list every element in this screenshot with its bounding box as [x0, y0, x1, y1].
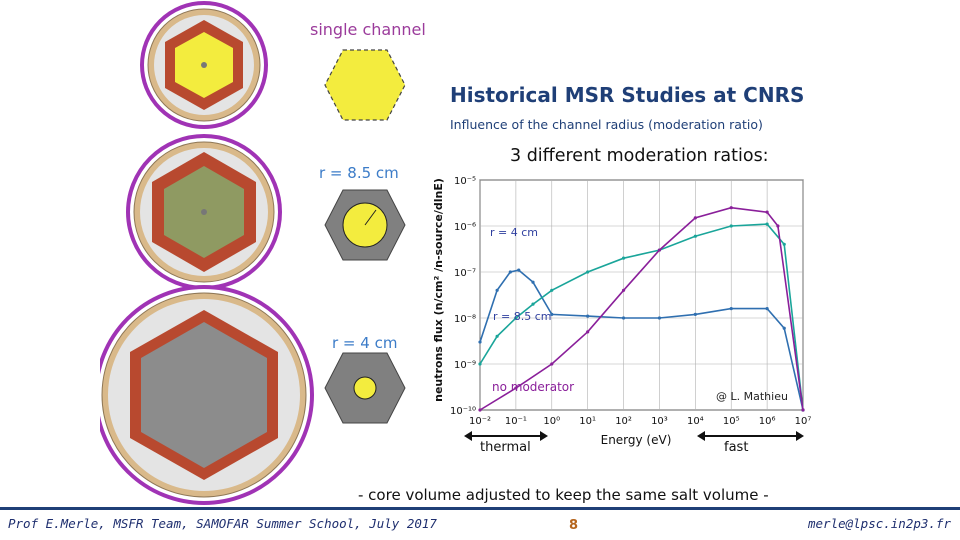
range-arrows — [464, 431, 804, 441]
series-point — [478, 362, 482, 366]
series-point — [550, 362, 554, 366]
x-tick-label: 10⁰ — [543, 416, 560, 427]
x-tick-label: 10⁵ — [723, 416, 740, 427]
series-point — [621, 288, 626, 292]
footer-divider — [0, 507, 960, 510]
core-cross-sections — [100, 1, 314, 505]
series-point — [765, 222, 769, 226]
annotation-no-moderator: no moderator — [492, 380, 574, 394]
channel-cells — [324, 49, 406, 424]
series-point — [550, 312, 554, 316]
x-tick-label: 10⁶ — [759, 416, 776, 427]
series-point — [693, 216, 697, 220]
annotation-r-4: r = 4 cm — [490, 226, 538, 239]
series-point — [514, 316, 518, 320]
series-point — [729, 307, 733, 311]
series-point — [776, 224, 780, 228]
y-tick-label: 10⁻⁵ — [454, 176, 476, 187]
series-point — [508, 270, 512, 274]
x-tick-label: 10³ — [651, 416, 668, 427]
cell-single-channel — [324, 49, 406, 121]
core-r-8-5-cm — [126, 134, 282, 290]
cell-r-4-cm — [324, 352, 406, 424]
series-point — [586, 270, 590, 274]
chart-heading: 3 different moderation ratios: — [510, 146, 769, 166]
x-tick-label: 10⁴ — [687, 416, 704, 427]
y-tick-label: 10⁻⁸ — [454, 314, 476, 325]
series-point — [782, 242, 786, 246]
series-point — [514, 386, 518, 390]
page-title: Historical MSR Studies at CNRS — [450, 83, 805, 107]
series-point — [765, 210, 769, 214]
series-point — [478, 340, 482, 344]
series-point — [621, 256, 626, 260]
series-point — [586, 330, 590, 334]
y-tick-label: 10⁻⁶ — [454, 222, 476, 233]
series-point — [478, 408, 482, 412]
y-tick-label: 10⁻¹⁰ — [450, 406, 476, 417]
series-point — [531, 280, 535, 284]
series-point — [657, 248, 662, 252]
page-number: 8 — [569, 518, 579, 533]
series-point — [495, 288, 499, 292]
series-point — [531, 302, 535, 306]
series-point — [729, 206, 733, 210]
series-point — [693, 234, 697, 238]
plot-area — [479, 179, 804, 411]
series-point — [782, 326, 786, 330]
annotation-credit: @ L. Mathieu — [716, 390, 788, 403]
annotation-r-8-5: r = 8.5 cm — [493, 310, 552, 323]
series-point — [729, 224, 733, 228]
x-tick-label: 10¹ — [579, 416, 596, 427]
x-axis-label: Energy (eV) — [601, 433, 672, 447]
core-r-4-cm — [100, 285, 314, 505]
series-point — [765, 307, 769, 311]
series-point — [693, 312, 697, 316]
cell-r-8-5-cm — [324, 189, 406, 261]
series-point — [657, 316, 662, 320]
y-axis-label: neutrons flux (n/cm² /n-source/dlnE) — [432, 178, 445, 402]
x-tick-label: 10⁻¹ — [505, 416, 527, 427]
series-point — [621, 316, 626, 320]
x-tick-label: 10² — [615, 416, 632, 427]
footer-email: merle@lpsc.in2p3.fr — [808, 516, 951, 531]
series-point — [495, 334, 499, 338]
label-fast: fast — [724, 440, 749, 455]
label-thermal: thermal — [480, 440, 531, 455]
footer-author: Prof E.Merle, MSFR Team, SAMOFAR Summer … — [8, 516, 437, 531]
y-tick-label: 10⁻⁹ — [454, 360, 476, 371]
page-subtitle: Influence of the channel radius (moderat… — [450, 117, 763, 132]
label-r-4-cm: r = 4 cm — [332, 334, 398, 352]
x-tick-label: 10⁻² — [469, 416, 491, 427]
x-tick-label: 10⁷ — [795, 416, 812, 427]
series-point — [550, 288, 554, 292]
label-r-8-5-cm: r = 8.5 cm — [319, 164, 399, 182]
series-point — [517, 268, 521, 272]
label-single-channel: single channel — [310, 20, 426, 39]
series-point — [801, 408, 805, 412]
series-point — [586, 314, 590, 318]
core-single-channel — [140, 1, 268, 129]
y-tick-label: 10⁻⁷ — [454, 268, 476, 279]
footnote: - core volume adjusted to keep the same … — [358, 486, 769, 504]
flux-chart: 10⁻² 10⁻¹ 10⁰ 10¹ 10² 10³ 10⁴ 10⁵ 10⁶ 10⁷ 10⁻⁵ 10⁻⁶… — [428, 170, 813, 450]
